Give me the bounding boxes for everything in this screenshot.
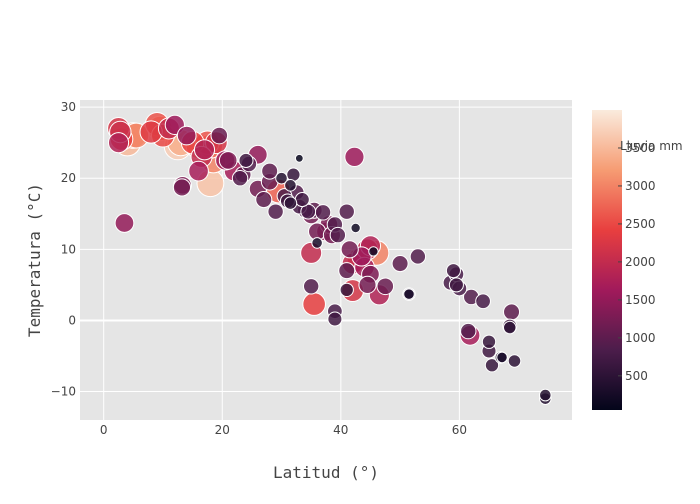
y-tick-labels: −10 0 10 20 30 <box>51 100 76 398</box>
data-point[interactable] <box>376 277 395 296</box>
data-point[interactable] <box>338 203 355 220</box>
x-axis-title: Latitud (°) <box>273 463 379 482</box>
y-tick-label: −10 <box>51 385 76 399</box>
y-tick-label: 0 <box>68 313 76 327</box>
data-point[interactable] <box>294 192 310 208</box>
data-point[interactable] <box>255 191 273 209</box>
data-point[interactable] <box>329 226 347 244</box>
x-tick-labels: 0 20 40 60 <box>100 423 467 437</box>
data-point[interactable] <box>484 358 500 373</box>
data-point[interactable] <box>311 237 323 249</box>
colorbar-tick-label: 500 <box>625 369 648 383</box>
data-point[interactable] <box>284 179 297 192</box>
x-tick-label: 40 <box>333 423 348 437</box>
data-point[interactable] <box>539 388 552 402</box>
data-point[interactable] <box>188 160 209 182</box>
plot-background <box>80 100 572 420</box>
data-point[interactable] <box>344 146 365 167</box>
data-point[interactable] <box>275 171 288 185</box>
colorbar-tick-label: 1000 <box>625 331 656 345</box>
data-point[interactable] <box>314 204 332 221</box>
data-point[interactable] <box>460 322 477 340</box>
data-point[interactable] <box>327 311 343 327</box>
x-tick-label: 20 <box>215 423 230 437</box>
data-point[interactable] <box>210 126 229 145</box>
colorbar-tick-label: 2000 <box>625 255 656 269</box>
data-point[interactable] <box>358 275 377 294</box>
data-point[interactable] <box>503 320 517 335</box>
data-point[interactable] <box>107 132 130 154</box>
data-point[interactable] <box>403 288 415 300</box>
data-point[interactable] <box>231 170 249 187</box>
data-point[interactable] <box>475 293 491 310</box>
data-point[interactable] <box>302 292 326 316</box>
data-point[interactable] <box>176 125 197 146</box>
data-point[interactable] <box>114 213 135 233</box>
data-point[interactable] <box>339 282 354 298</box>
data-point[interactable] <box>302 278 320 295</box>
data-point[interactable] <box>261 162 279 180</box>
colorbar-gradient <box>592 110 622 410</box>
x-tick-label: 0 <box>100 423 108 437</box>
data-point[interactable] <box>267 203 284 220</box>
colorbar-tick-label: 3000 <box>625 179 656 193</box>
colorbar-ticks: 500 1000 1500 2000 2500 3000 3500 <box>618 141 656 383</box>
data-point[interactable] <box>294 153 304 163</box>
colorbar-tick-label: 1500 <box>625 293 656 307</box>
data-point[interactable] <box>283 196 298 210</box>
data-point[interactable] <box>300 203 317 220</box>
data-point[interactable] <box>350 222 361 234</box>
colorbar-tick-label: 2500 <box>625 217 656 231</box>
data-point[interactable] <box>409 248 427 265</box>
data-point[interactable] <box>481 334 497 349</box>
data-point[interactable] <box>340 240 359 259</box>
colorbar-title: Lluvia mm <box>620 139 683 153</box>
y-axis-title: Temperatura (°C) <box>25 183 44 337</box>
y-tick-label: 30 <box>61 100 76 114</box>
data-point[interactable] <box>507 354 522 368</box>
data-point[interactable] <box>193 139 216 161</box>
data-point[interactable] <box>503 303 521 321</box>
data-point[interactable] <box>368 246 379 257</box>
y-tick-label: 10 <box>61 242 76 256</box>
data-point[interactable] <box>238 152 254 168</box>
colorbar-tick-label: 3500 <box>625 141 656 155</box>
data-points[interactable] <box>107 111 552 405</box>
data-point[interactable] <box>496 351 508 364</box>
data-point[interactable] <box>391 255 409 273</box>
x-tick-label: 60 <box>452 423 467 437</box>
data-point[interactable] <box>218 151 238 170</box>
data-point[interactable] <box>338 262 356 280</box>
y-tick-label: 20 <box>61 171 76 185</box>
data-point[interactable] <box>448 277 464 293</box>
data-point[interactable] <box>445 263 461 279</box>
data-point[interactable] <box>172 178 192 197</box>
colorbar: 500 1000 1500 2000 2500 3000 3500 Lluvia mm <box>592 110 683 410</box>
